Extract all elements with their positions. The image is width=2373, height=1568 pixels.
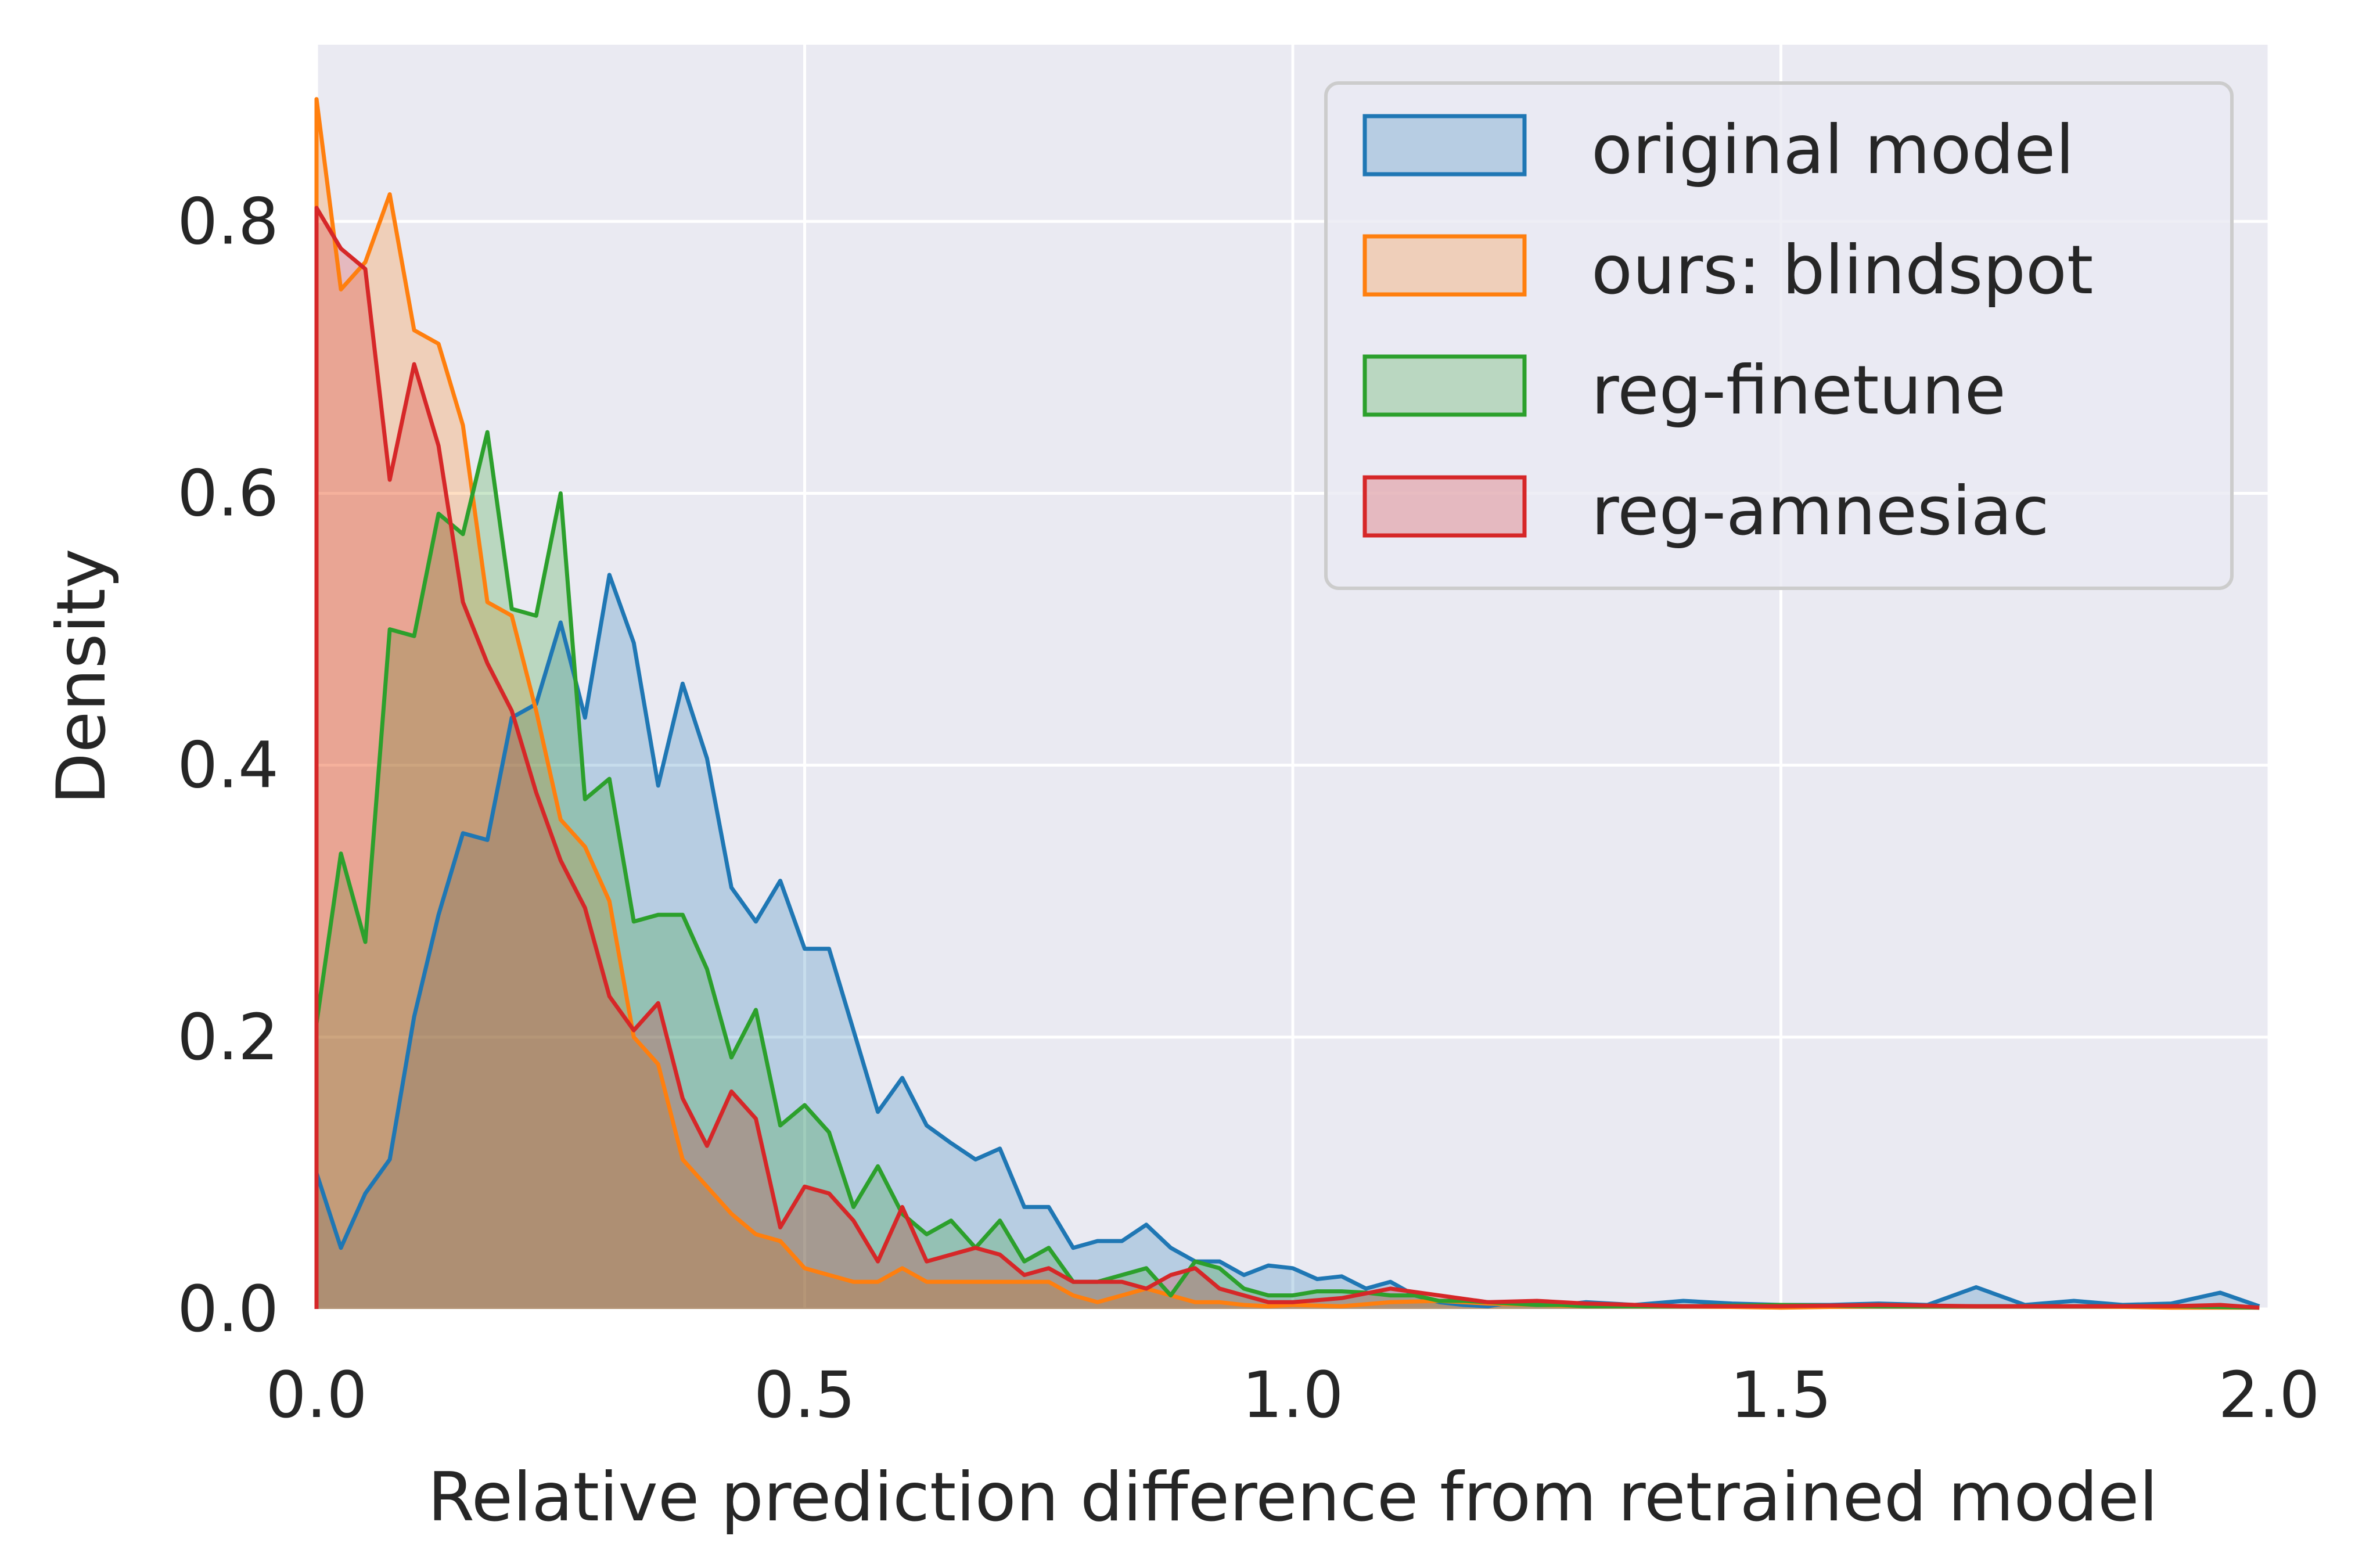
legend-label: reg-finetune [1591,351,2006,430]
y-tick-label: 0.0 [177,1272,279,1346]
x-tick-label: 0.0 [266,1358,368,1432]
legend-frame [1324,81,2234,590]
legend-label: reg-amnesiac [1591,472,2050,551]
series-areas [314,97,2260,1310]
series-0-line [314,573,2260,1309]
y-tick-labels: 0.0 0.2 0.4 0.6 0.8 [177,184,279,1346]
legend: original model ours: blindspot reg-finetun… [1324,81,2234,590]
legend-swatch [1362,475,1527,538]
y-tick-label: 0.6 [177,456,279,530]
x-tick-label: 1.5 [1730,1358,1832,1432]
legend-swatch [1362,114,1527,177]
y-tick-label: 0.2 [177,1000,279,1074]
y-tick-label: 0.8 [177,184,279,258]
series-3-area [317,207,2260,1309]
area-outlines [314,97,2260,1310]
y-tick-label: 0.4 [177,728,279,803]
series-2-area [317,432,2260,1309]
legend-label: original model [1591,111,2074,189]
x-tick-labels: 0.0 0.5 1.0 1.5 2.0 [266,1358,2320,1432]
series-1-area [317,99,2260,1309]
legend-swatch [1362,354,1527,417]
legend-label: ours: blindspot [1591,231,2093,310]
legend-swatch [1362,234,1527,297]
area-fills [317,99,2260,1309]
x-axis-label: Relative prediction difference from retr… [427,1458,2158,1537]
series-3-line [314,206,2260,1310]
x-tick-label: 1.0 [1242,1358,1344,1432]
series-0-area [317,574,2260,1309]
x-tick-label: 2.0 [2219,1358,2320,1432]
x-tick-label: 0.5 [754,1358,855,1432]
y-axis-label: Density [42,548,121,804]
